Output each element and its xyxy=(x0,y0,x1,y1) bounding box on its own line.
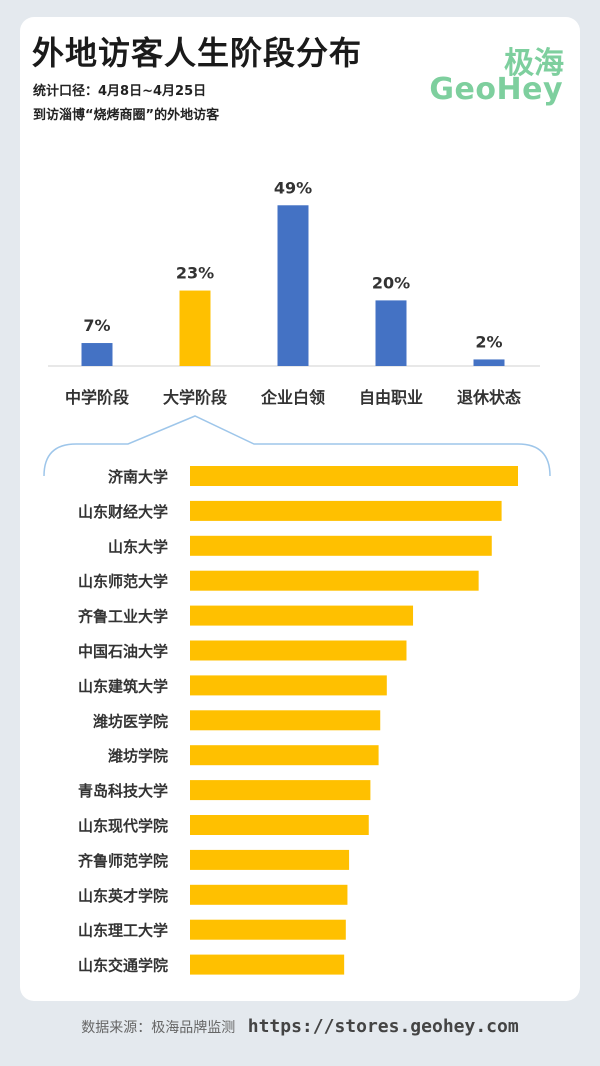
hbar-label-12: 齐鲁师范学院 xyxy=(78,852,168,870)
hbar-14 xyxy=(190,919,346,940)
hbar-9 xyxy=(190,745,379,766)
hbar-label-2: 山东财经大学 xyxy=(78,503,168,521)
hbar-label-15: 山东交通学院 xyxy=(78,957,168,975)
chart-subtitle-period: 统计口径：4月8日~4月25日 xyxy=(33,84,207,99)
callout-bubble xyxy=(43,415,551,477)
category-label-1: 中学阶段 xyxy=(65,388,130,407)
hbar-5 xyxy=(190,605,414,626)
hbar-2 xyxy=(190,500,502,521)
hbar-label-1: 济南大学 xyxy=(108,468,168,486)
hbar-label-10: 青岛科技大学 xyxy=(78,782,168,800)
chart-title: 外地访客人生阶段分布 xyxy=(32,34,363,72)
bar-2 xyxy=(179,290,211,366)
footer: 数据来源：极海品牌监测 https://stores.geohey.com xyxy=(0,1016,600,1037)
hbar-7 xyxy=(190,675,387,696)
hbar-label-8: 潍坊医学院 xyxy=(93,712,168,730)
category-label-2: 大学阶段 xyxy=(163,388,228,407)
hbar-4 xyxy=(190,570,479,591)
hbar-1 xyxy=(190,466,518,486)
geohey-logo-cn: 极海 xyxy=(504,46,564,81)
chart-subtitle-scope: 到访淄博“烧烤商圈”的外地访客 xyxy=(33,108,220,123)
category-label-3: 企业白领 xyxy=(260,388,325,407)
data-label-4: 20% xyxy=(372,273,410,292)
hbar-label-11: 山东现代学院 xyxy=(78,817,168,835)
bar-4 xyxy=(375,300,407,366)
hbar-11 xyxy=(190,815,369,835)
hbar-13 xyxy=(190,884,348,905)
hbar-8 xyxy=(190,710,381,731)
bar-5 xyxy=(473,359,505,366)
footer-url[interactable]: https://stores.geohey.com xyxy=(247,1016,519,1037)
hbar-label-7: 山东建筑大学 xyxy=(78,677,168,695)
hbar-label-5: 齐鲁工业大学 xyxy=(78,608,168,626)
hbar-label-6: 中国石油大学 xyxy=(78,643,168,661)
category-label-5: 退休状态 xyxy=(457,388,521,407)
hbar-label-3: 山东大学 xyxy=(108,538,168,556)
hbar-3 xyxy=(190,535,492,556)
category-label-4: 自由职业 xyxy=(359,388,423,407)
hbar-6 xyxy=(190,640,407,661)
geohey-logo-en: GeoHey xyxy=(429,72,563,107)
hbar-15 xyxy=(190,954,345,975)
hbar-12 xyxy=(190,849,350,870)
data-label-3: 49% xyxy=(274,178,312,197)
data-label-1: 7% xyxy=(83,316,110,335)
footer-source: 数据来源：极海品牌监测 xyxy=(81,1020,236,1036)
hbar-label-13: 山东英才学院 xyxy=(78,887,168,905)
hbar-label-4: 山东师范大学 xyxy=(78,573,168,591)
hbar-label-14: 山东理工大学 xyxy=(78,922,168,940)
data-label-5: 2% xyxy=(475,332,502,351)
bar-1 xyxy=(81,343,113,366)
hbar-label-9: 潍坊学院 xyxy=(108,747,168,765)
hbar-10 xyxy=(190,780,371,801)
data-label-2: 23% xyxy=(176,264,214,283)
bar-3 xyxy=(277,205,309,366)
